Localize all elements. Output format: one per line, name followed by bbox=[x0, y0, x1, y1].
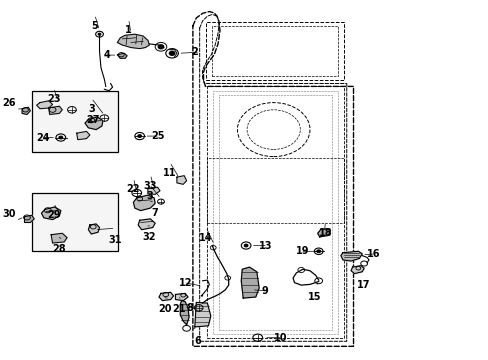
Text: 5: 5 bbox=[91, 21, 98, 31]
Text: 8: 8 bbox=[185, 303, 192, 313]
Text: 31: 31 bbox=[108, 235, 122, 245]
Text: 22: 22 bbox=[126, 184, 140, 194]
Text: 20: 20 bbox=[158, 304, 171, 314]
Polygon shape bbox=[88, 224, 99, 234]
Text: 4: 4 bbox=[103, 50, 110, 60]
Polygon shape bbox=[350, 266, 364, 274]
Polygon shape bbox=[37, 101, 53, 109]
Polygon shape bbox=[77, 131, 90, 140]
Text: 19: 19 bbox=[295, 246, 308, 256]
Polygon shape bbox=[241, 267, 259, 298]
Bar bbox=[32, 91, 118, 152]
Polygon shape bbox=[117, 53, 127, 58]
Text: 13: 13 bbox=[259, 240, 272, 251]
Text: 28: 28 bbox=[52, 244, 66, 254]
Text: 30: 30 bbox=[2, 209, 16, 219]
Text: 23: 23 bbox=[47, 94, 60, 104]
Circle shape bbox=[244, 244, 247, 247]
Text: 27: 27 bbox=[86, 114, 99, 125]
Bar bbox=[32, 193, 118, 251]
Circle shape bbox=[59, 136, 62, 139]
Text: 29: 29 bbox=[47, 210, 60, 220]
Text: 24: 24 bbox=[36, 132, 50, 143]
Text: 32: 32 bbox=[142, 232, 156, 242]
Text: 6: 6 bbox=[194, 336, 201, 346]
Polygon shape bbox=[340, 251, 362, 261]
Polygon shape bbox=[51, 233, 67, 243]
Text: 18: 18 bbox=[318, 228, 331, 238]
Text: 3: 3 bbox=[146, 191, 152, 201]
Text: 1: 1 bbox=[125, 25, 132, 35]
Polygon shape bbox=[138, 219, 155, 230]
Text: 11: 11 bbox=[163, 168, 176, 179]
Text: 15: 15 bbox=[307, 292, 321, 302]
Circle shape bbox=[316, 250, 320, 253]
Text: 14: 14 bbox=[199, 233, 212, 243]
Polygon shape bbox=[147, 187, 160, 194]
Circle shape bbox=[98, 33, 101, 35]
Text: 26: 26 bbox=[2, 98, 16, 108]
Polygon shape bbox=[317, 229, 329, 237]
Text: 2: 2 bbox=[191, 47, 198, 57]
Text: 9: 9 bbox=[261, 286, 268, 296]
Polygon shape bbox=[49, 106, 62, 114]
Polygon shape bbox=[159, 292, 173, 301]
Polygon shape bbox=[180, 301, 189, 325]
Text: 3: 3 bbox=[88, 104, 95, 114]
Text: 12: 12 bbox=[179, 278, 192, 288]
Text: 21: 21 bbox=[172, 304, 186, 314]
Text: 17: 17 bbox=[356, 280, 369, 290]
Polygon shape bbox=[22, 107, 30, 114]
Polygon shape bbox=[175, 293, 188, 301]
Polygon shape bbox=[24, 215, 34, 222]
Polygon shape bbox=[117, 34, 149, 49]
Polygon shape bbox=[133, 195, 155, 211]
Text: 33: 33 bbox=[143, 181, 157, 191]
Circle shape bbox=[169, 51, 175, 55]
Text: 10: 10 bbox=[273, 333, 286, 343]
Polygon shape bbox=[85, 117, 102, 130]
Polygon shape bbox=[177, 176, 186, 184]
Circle shape bbox=[138, 135, 142, 138]
Text: 16: 16 bbox=[366, 249, 380, 259]
Circle shape bbox=[158, 45, 163, 49]
Polygon shape bbox=[41, 207, 61, 220]
Text: 25: 25 bbox=[151, 131, 164, 141]
Polygon shape bbox=[194, 302, 210, 327]
Text: 7: 7 bbox=[151, 208, 158, 218]
